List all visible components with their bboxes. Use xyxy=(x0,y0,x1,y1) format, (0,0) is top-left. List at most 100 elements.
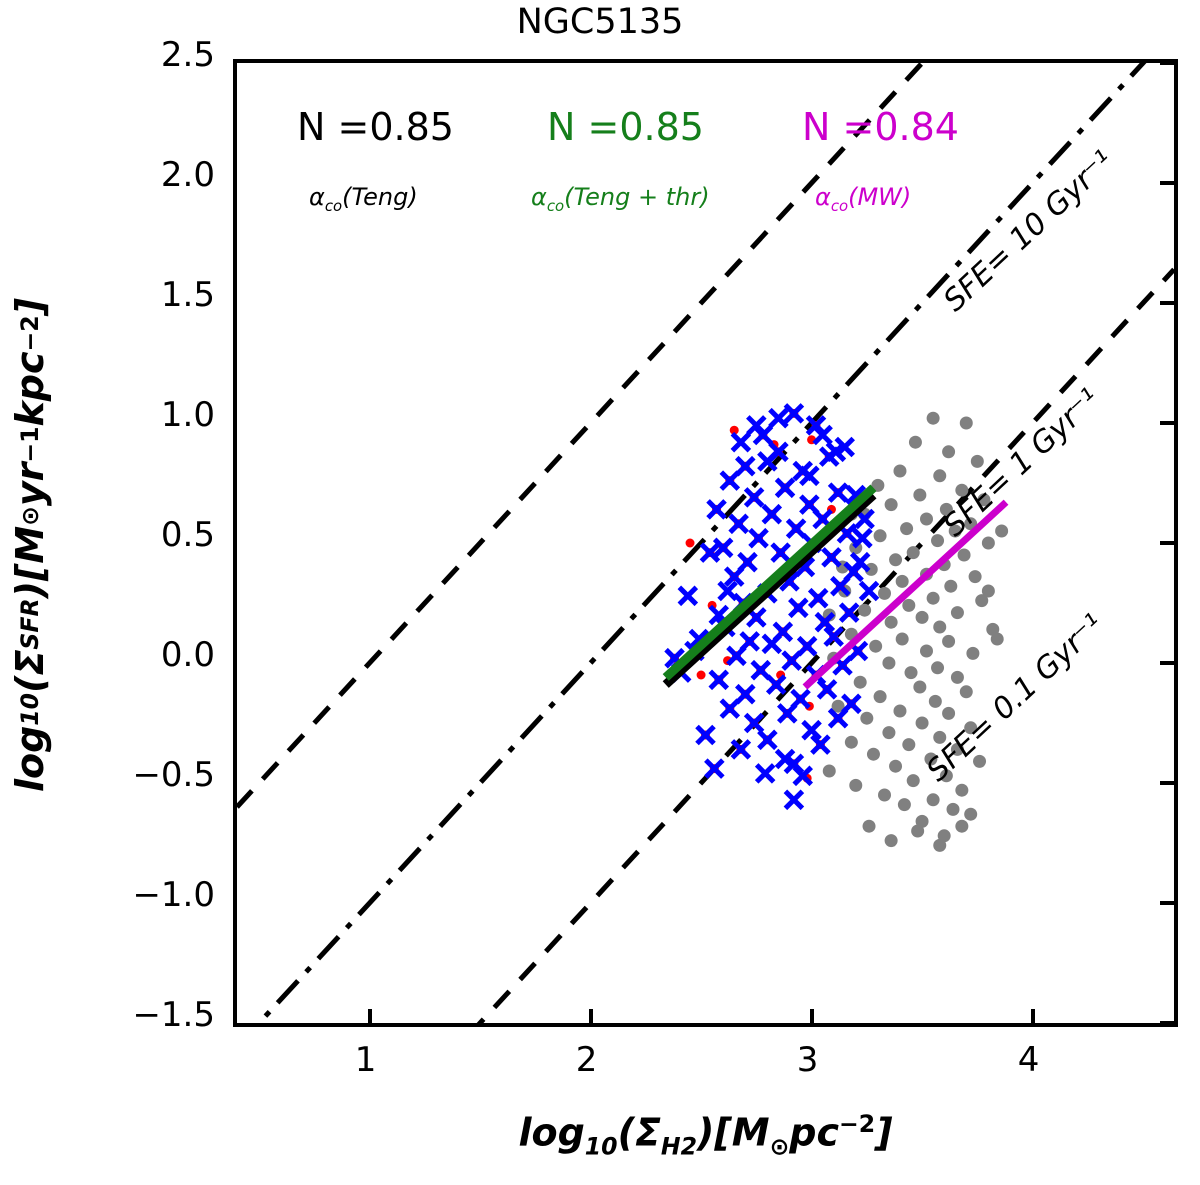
data-point xyxy=(871,478,885,492)
data-point xyxy=(915,716,929,730)
data-point xyxy=(893,704,907,718)
x-tick-label: 1 xyxy=(354,1040,377,1080)
data-point xyxy=(838,602,860,623)
y-tick-label: 2.5 xyxy=(160,35,215,75)
data-point xyxy=(814,611,836,633)
data-point xyxy=(915,610,929,624)
data-point xyxy=(900,522,914,536)
annotation-n-magenta: N =0.84 xyxy=(802,105,959,149)
data-point xyxy=(959,416,973,430)
data-point xyxy=(926,591,940,605)
data-point xyxy=(719,470,741,491)
data-point xyxy=(864,562,878,576)
data-point xyxy=(746,415,767,436)
data-point xyxy=(973,754,987,768)
data-point xyxy=(926,411,940,425)
data-point xyxy=(939,502,953,516)
data-point xyxy=(884,834,898,848)
annotation-n-black: N =0.85 xyxy=(297,105,454,149)
data-point xyxy=(913,488,927,502)
y-tick-label: 1.5 xyxy=(160,275,215,315)
y-tick-mark xyxy=(1160,661,1174,665)
data-point xyxy=(754,763,776,784)
data-point xyxy=(757,451,778,472)
annotation-alpha-black: αco(Teng) xyxy=(309,183,418,215)
annotation-alpha-green: αco(Teng + thr) xyxy=(531,183,710,215)
data-point xyxy=(849,551,871,573)
data-point xyxy=(931,534,945,548)
data-point xyxy=(995,524,1009,538)
data-point xyxy=(933,838,947,852)
fit_magenta xyxy=(802,499,1009,690)
y-tick-label: 0.5 xyxy=(160,515,215,555)
data-point xyxy=(919,512,933,526)
data-point xyxy=(955,783,969,797)
y-tick-mark xyxy=(1160,781,1174,785)
data-point xyxy=(685,538,695,548)
data-point xyxy=(897,798,911,812)
data-point xyxy=(812,424,833,446)
data-point xyxy=(931,661,945,675)
annotation-n-green: N =0.85 xyxy=(547,105,704,149)
data-point xyxy=(774,477,796,499)
x-tick-label: 4 xyxy=(1017,1040,1040,1080)
data-point xyxy=(955,819,969,833)
data-point xyxy=(726,645,747,667)
data-point xyxy=(781,650,802,671)
fit_green xyxy=(662,484,877,681)
data-point xyxy=(933,730,947,744)
data-point xyxy=(928,694,942,708)
data-point xyxy=(708,669,730,691)
data-point xyxy=(942,445,956,459)
x-tick-mark xyxy=(1030,1009,1035,1023)
data-point xyxy=(946,802,960,816)
data-point xyxy=(831,699,845,713)
data-point xyxy=(783,789,805,811)
data-point xyxy=(981,584,995,598)
data-point xyxy=(882,656,896,670)
data-point xyxy=(858,603,872,617)
data-point xyxy=(699,542,721,563)
data-point xyxy=(757,729,778,751)
y-tick-label: 1.0 xyxy=(160,395,215,435)
data-point xyxy=(712,537,734,559)
y-tick-mark xyxy=(1160,301,1174,305)
data-point xyxy=(889,553,903,567)
reference-line-sfe_10 xyxy=(237,63,926,809)
data-point xyxy=(862,819,876,833)
data-point xyxy=(844,735,858,749)
page-title: NGC5135 xyxy=(516,2,684,42)
data-point xyxy=(792,765,814,787)
data-point xyxy=(950,606,964,620)
data-point xyxy=(761,503,783,525)
data-point xyxy=(895,574,909,588)
y-tick-mark xyxy=(1160,61,1174,65)
data-point xyxy=(704,758,725,779)
data-point xyxy=(823,626,844,647)
y-tick-mark xyxy=(1160,181,1174,185)
reference-line-sfe_01 xyxy=(476,267,1174,1023)
data-point xyxy=(785,518,807,539)
data-point xyxy=(696,670,706,680)
data-point xyxy=(816,679,838,700)
data-point xyxy=(924,752,938,766)
data-point xyxy=(944,579,958,593)
data-point xyxy=(799,465,820,487)
data-point xyxy=(735,683,756,705)
data-point xyxy=(968,570,982,584)
data-point xyxy=(761,633,783,655)
data-point xyxy=(939,769,953,783)
data-point xyxy=(869,639,883,653)
plot-area: N =0.85 N =0.85 N =0.84 αco(Teng) αco(Te… xyxy=(233,59,1178,1027)
data-point xyxy=(765,674,787,695)
data-point xyxy=(889,759,903,773)
data-point xyxy=(827,482,849,503)
data-point xyxy=(783,403,805,424)
annotation-alpha-magenta: αco(MW) xyxy=(815,183,912,215)
data-point xyxy=(873,529,887,543)
data-point xyxy=(977,493,991,507)
x-tick-label: 3 xyxy=(796,1040,819,1080)
x-tick-label: 2 xyxy=(575,1040,598,1080)
data-point xyxy=(728,513,749,535)
data-point xyxy=(948,524,962,538)
